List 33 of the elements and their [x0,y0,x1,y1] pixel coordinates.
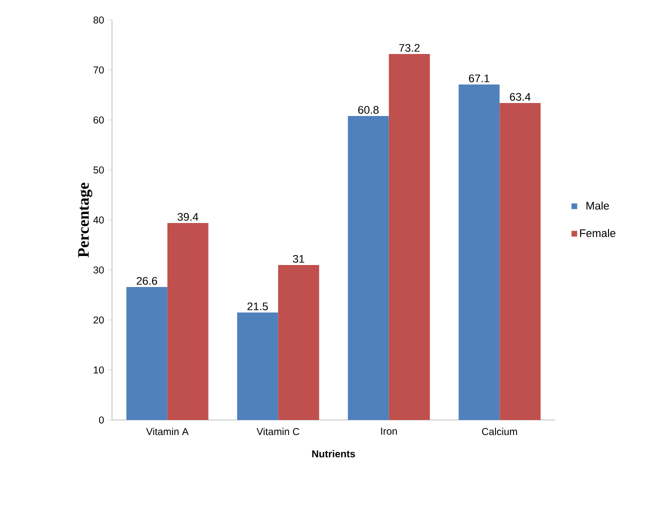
data-label: 26.6 [136,277,158,285]
data-label: 63.4 [510,93,530,101]
bar [500,102,541,420]
x-tick-label: Calcium [482,428,518,436]
bar [278,264,320,420]
bar [237,312,278,420]
y-tick-label: 10 [94,366,104,374]
y-tick-label: 40 [93,216,104,224]
y-tick-label: 50 [93,166,104,174]
x-tick-label: Vitamin A [146,428,189,436]
x-axis-title: Nutrients [312,450,356,458]
y-tick-label: 30 [93,266,104,274]
y-tick-label: 20 [94,316,104,324]
y-axis-title: Percentage [78,182,92,258]
data-label: 39.4 [178,213,198,221]
y-tick-label: 80 [94,16,104,24]
data-label: 73.2 [399,44,420,52]
x-tick-label: Iron [381,428,397,435]
data-label: 21.5 [247,302,268,310]
data-label: 67.1 [468,74,490,82]
legend-label: Female [580,228,616,238]
y-tick-label: 0 [99,416,104,424]
data-label: 60.8 [358,106,379,114]
bar [388,54,430,420]
y-tick-label: 60 [94,116,104,124]
bar [458,84,500,420]
data-label: 31 [292,255,304,263]
y-tick-label: 70 [94,66,104,74]
x-tick-label: Vitamin C [256,428,300,436]
bar [167,222,208,420]
bar [348,116,389,420]
bar [126,286,168,420]
legend-label: Male [586,202,609,210]
